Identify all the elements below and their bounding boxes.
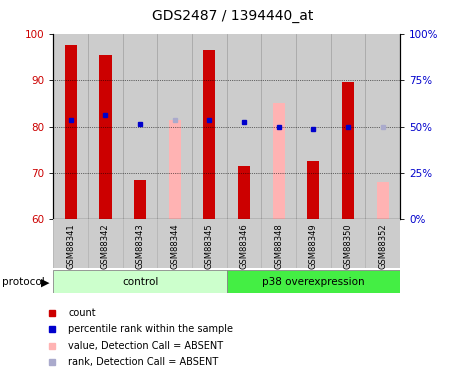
Bar xyxy=(53,34,88,219)
Bar xyxy=(272,104,285,219)
Bar xyxy=(238,166,250,219)
Text: GSM88346: GSM88346 xyxy=(239,223,248,269)
Text: percentile rank within the sample: percentile rank within the sample xyxy=(68,324,233,334)
Text: GSM88345: GSM88345 xyxy=(205,223,214,269)
Bar xyxy=(307,161,319,219)
Bar xyxy=(296,219,331,268)
Bar xyxy=(342,82,354,219)
Bar xyxy=(296,34,331,219)
Bar xyxy=(365,219,400,268)
Text: GSM88350: GSM88350 xyxy=(344,223,352,269)
Bar xyxy=(261,34,296,219)
Text: GSM88352: GSM88352 xyxy=(378,223,387,269)
Text: protocol: protocol xyxy=(2,277,45,286)
Bar xyxy=(227,270,400,293)
Bar xyxy=(123,34,157,219)
Bar xyxy=(53,270,227,293)
Text: GSM88341: GSM88341 xyxy=(66,223,75,269)
Bar xyxy=(296,34,331,219)
Bar xyxy=(365,34,400,219)
Bar xyxy=(88,34,123,219)
Text: p38 overexpression: p38 overexpression xyxy=(262,277,365,286)
Bar xyxy=(226,34,261,219)
Bar xyxy=(331,34,365,219)
Text: GSM88343: GSM88343 xyxy=(136,223,145,269)
Bar xyxy=(88,219,123,268)
Bar xyxy=(53,219,88,268)
Bar xyxy=(157,34,192,219)
Bar xyxy=(365,34,400,219)
Text: GSM88342: GSM88342 xyxy=(101,223,110,269)
Bar xyxy=(192,34,226,219)
Bar xyxy=(227,219,261,268)
Text: GSM88348: GSM88348 xyxy=(274,223,283,269)
Bar xyxy=(192,34,226,219)
Bar xyxy=(192,219,227,268)
Bar xyxy=(261,219,296,268)
Bar xyxy=(226,34,261,219)
Text: value, Detection Call = ABSENT: value, Detection Call = ABSENT xyxy=(68,340,223,351)
Bar xyxy=(134,180,146,219)
Bar xyxy=(261,34,296,219)
Text: control: control xyxy=(122,277,158,286)
Text: rank, Detection Call = ABSENT: rank, Detection Call = ABSENT xyxy=(68,357,219,367)
Bar xyxy=(157,34,192,219)
Text: count: count xyxy=(68,308,96,318)
Bar xyxy=(65,45,77,219)
Bar xyxy=(123,219,157,268)
Text: ▶: ▶ xyxy=(41,278,49,288)
Bar xyxy=(331,219,365,268)
Text: GDS2487 / 1394440_at: GDS2487 / 1394440_at xyxy=(152,9,313,23)
Bar xyxy=(88,34,123,219)
Bar xyxy=(123,34,157,219)
Bar xyxy=(100,55,112,219)
Text: GSM88344: GSM88344 xyxy=(170,223,179,269)
Bar xyxy=(169,120,181,219)
Bar xyxy=(377,182,389,219)
Text: GSM88349: GSM88349 xyxy=(309,223,318,269)
Bar xyxy=(157,219,192,268)
Bar xyxy=(53,34,88,219)
Bar xyxy=(203,50,215,219)
Bar xyxy=(331,34,365,219)
